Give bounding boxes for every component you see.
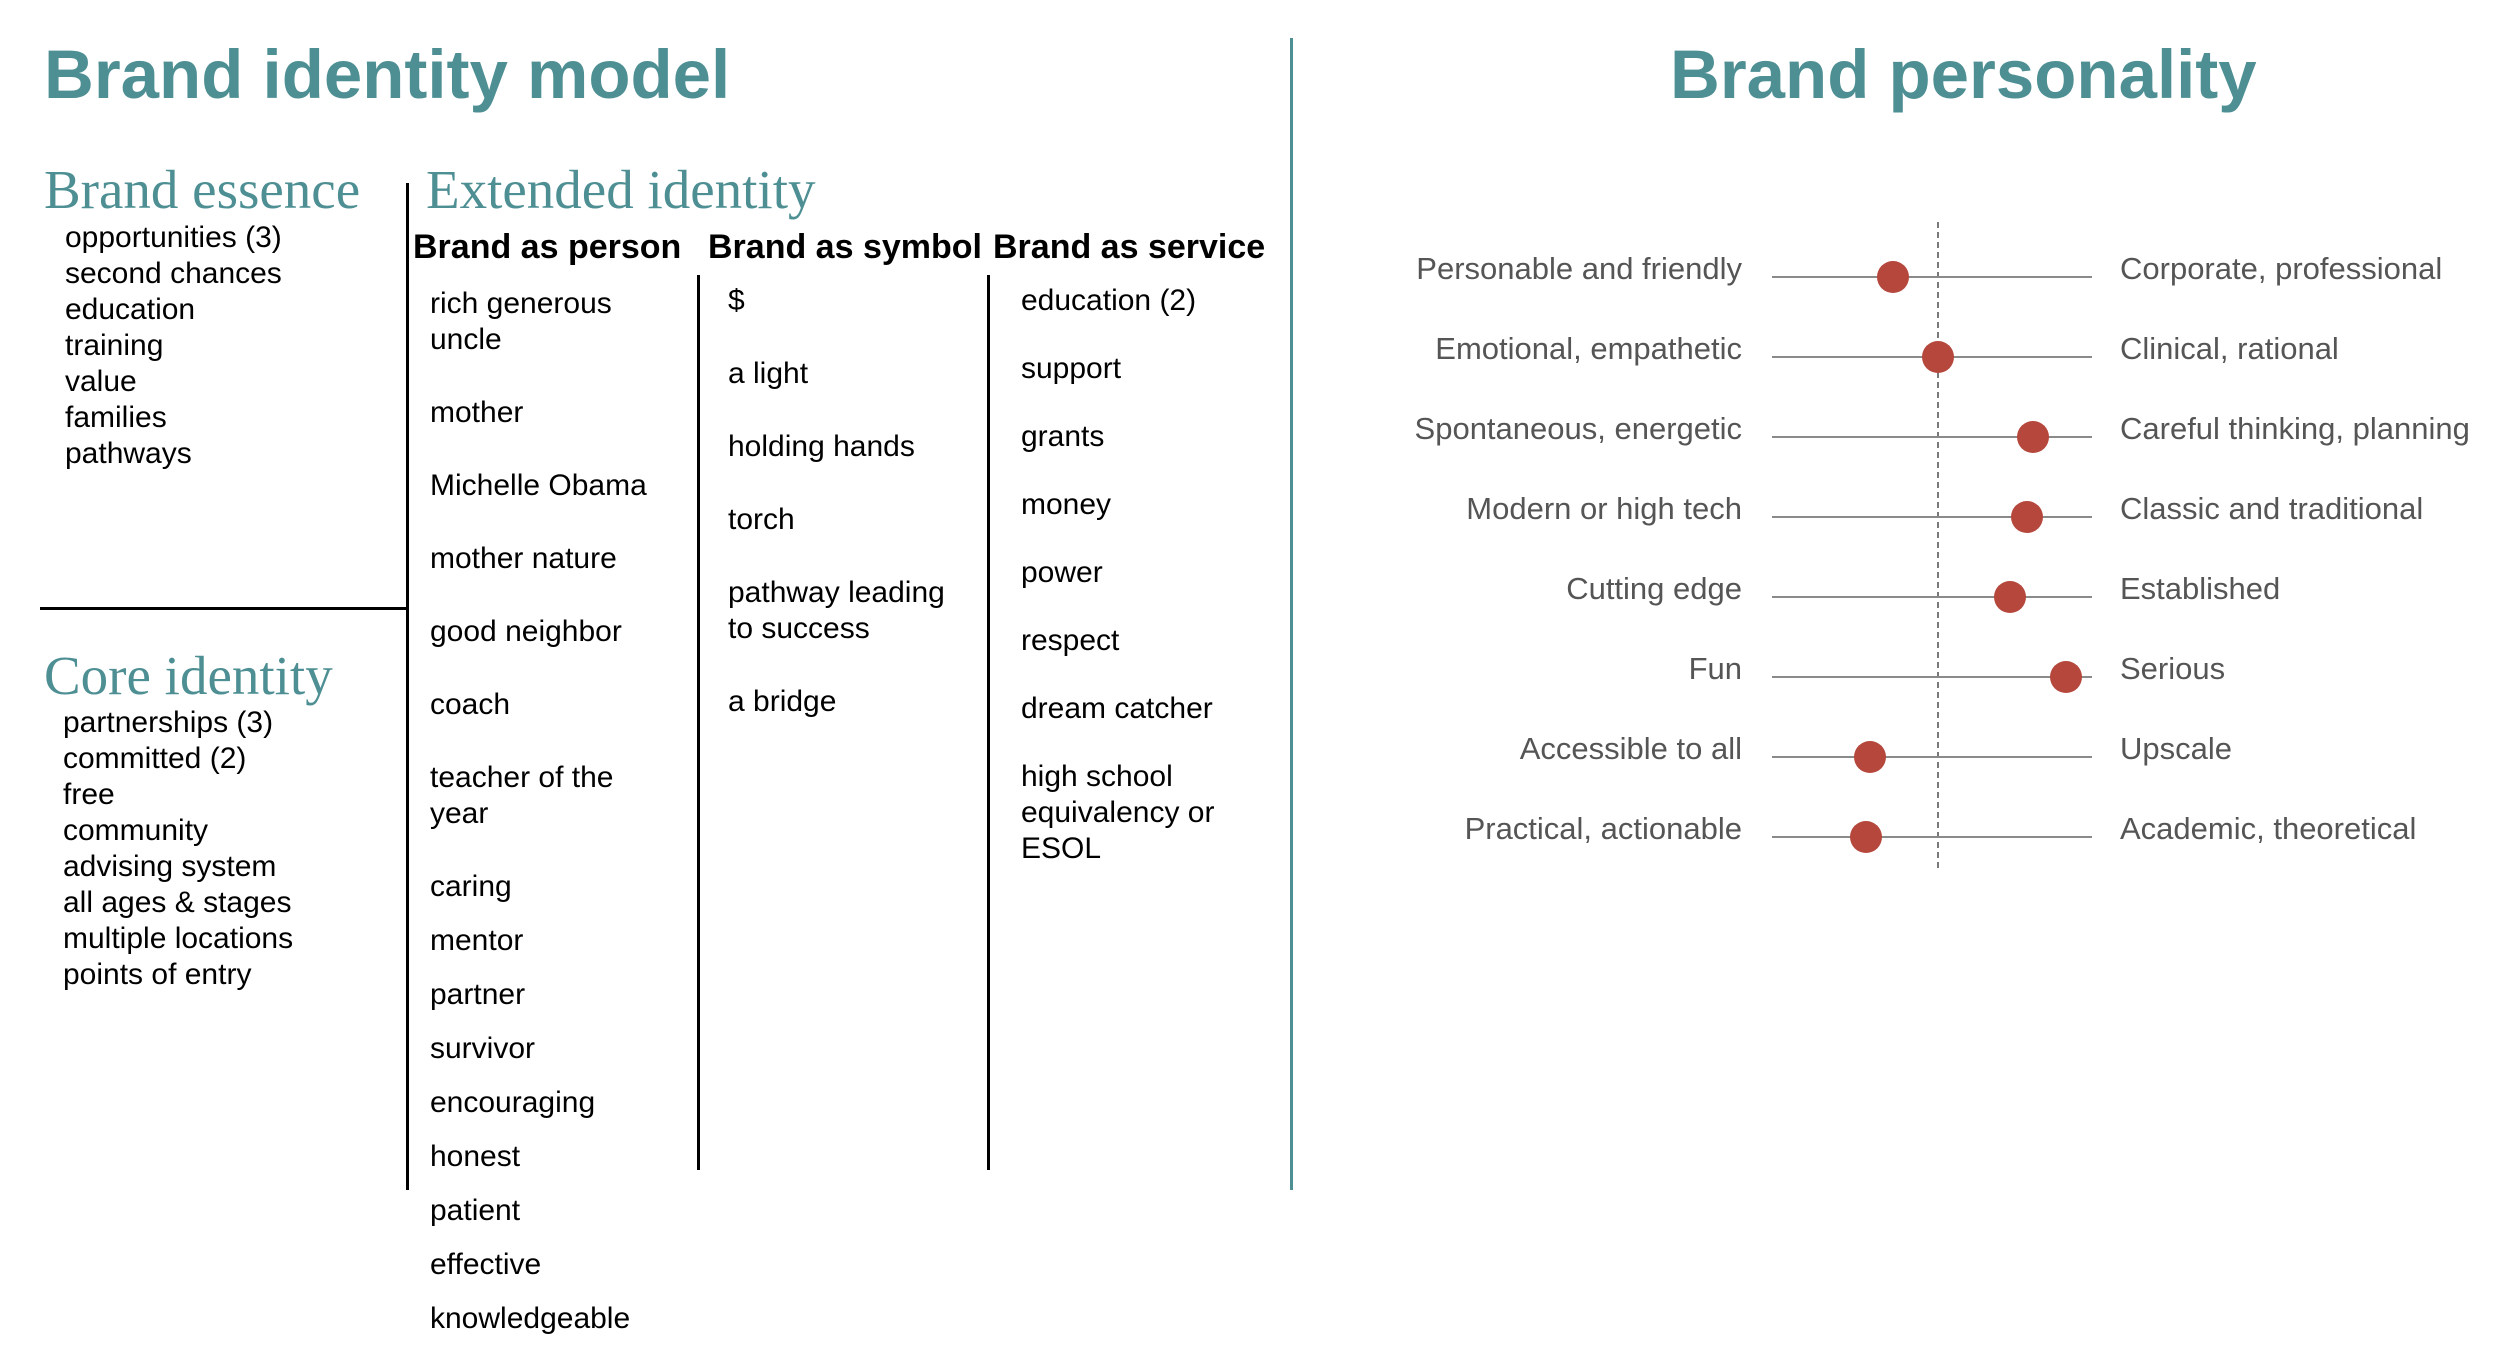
core-identity-item: partnerships (3)	[63, 706, 274, 739]
brand-as-person-item: survivor	[430, 1032, 536, 1065]
scale-right-label: Serious	[2120, 651, 2226, 686]
scale-left-label: Practical, actionable	[1464, 811, 1742, 846]
brand-as-symbol-item: $	[728, 284, 745, 317]
core-identity-heading: Core identity	[44, 645, 333, 706]
scale-track	[1772, 596, 2092, 598]
brand-as-symbol-item: torch	[728, 503, 795, 536]
brand-essence-list: opportunities (3) second chances education…	[65, 220, 282, 472]
scale-track	[1772, 276, 2092, 278]
scale-marker	[2011, 501, 2044, 533]
brand-as-service-item: education (2)	[1021, 284, 1197, 317]
brand-as-service-item: high school equivalency or ESOL	[1021, 760, 1215, 865]
brand-as-person-item: mentor	[430, 924, 524, 957]
scale-marker	[1994, 581, 2027, 613]
brand-as-person-item: knowledgeable	[430, 1302, 631, 1335]
brand-essence-item: training	[65, 329, 164, 362]
scale-track	[1772, 756, 2092, 758]
scale-right-label: Upscale	[2120, 731, 2232, 766]
essence-core-divider	[40, 607, 408, 610]
section-divider	[1290, 38, 1293, 1190]
brand-personality-title: Brand personality	[1670, 36, 2257, 113]
brand-identity-title: Brand identity model	[44, 36, 731, 113]
scale-right-label: Classic and traditional	[2120, 491, 2424, 526]
scale-center-line	[1937, 222, 1939, 868]
scale-left-label: Modern or high tech	[1466, 491, 1742, 526]
scale-right-label: Established	[2120, 571, 2281, 606]
brand-as-person-item: partner	[430, 978, 526, 1011]
brand-essence-item: families	[65, 401, 167, 434]
symbol-service-divider	[987, 275, 990, 1170]
brand-as-service-item: respect	[1021, 624, 1120, 657]
extended-identity-heading: Extended identity	[426, 159, 816, 220]
brand-as-symbol-item: holding hands	[728, 430, 915, 463]
scale-left-label: Spontaneous, energetic	[1414, 411, 1742, 446]
core-identity-list: partnerships (3) committed (2) free communi…	[63, 705, 293, 993]
core-identity-item: community	[63, 814, 209, 847]
brand-as-person-item: Michelle Obama	[430, 469, 647, 502]
brand-as-symbol-item: a bridge	[728, 685, 837, 718]
brand-as-person-item: encouraging	[430, 1086, 596, 1119]
core-identity-item: points of entry	[63, 958, 252, 991]
core-identity-item: all ages & stages	[63, 886, 292, 919]
core-identity-item: free	[63, 778, 115, 811]
brand-as-service-item: grants	[1021, 420, 1105, 453]
scale-left-label: Fun	[1688, 651, 1742, 686]
scale-marker	[1849, 821, 1882, 853]
scale-marker	[1922, 341, 1954, 373]
brand-as-symbol-list: $ a light holding hands torch pathway leadin…	[728, 283, 945, 757]
brand-essence-heading: Brand essence	[44, 159, 361, 220]
brand-as-person-heading: Brand as person	[413, 228, 682, 266]
scale-right-label: Academic, theoretical	[2120, 811, 2417, 846]
brand-as-person-item: mother	[430, 396, 524, 429]
brand-essence-item: opportunities (3)	[65, 221, 282, 254]
scale-track	[1772, 676, 2092, 678]
brand-essence-item: pathways	[65, 437, 192, 470]
scale-marker	[2017, 421, 2050, 453]
brand-as-person-item: mother nature	[430, 542, 617, 575]
brand-as-service-item: dream catcher	[1021, 692, 1213, 725]
core-identity-item: committed (2)	[63, 742, 247, 775]
brand-as-person-item: teacher of the year	[430, 761, 614, 830]
brand-as-service-item: power	[1021, 556, 1103, 589]
brand-as-service-item: support	[1021, 352, 1122, 385]
brand-as-person-item: effective	[430, 1248, 542, 1281]
core-identity-item: advising system	[63, 850, 277, 883]
brand-as-person-item: rich generous uncle	[430, 287, 612, 356]
brand-as-person-item: good neighbor	[430, 615, 622, 648]
brand-as-service-heading: Brand as service	[993, 228, 1266, 266]
brand-as-person-item: honest	[430, 1140, 521, 1173]
scale-left-label: Accessible to all	[1519, 731, 1742, 766]
scale-right-label: Clinical, rational	[2120, 331, 2339, 366]
person-symbol-divider	[697, 275, 700, 1170]
brand-essence-item: value	[65, 365, 137, 398]
scale-track	[1772, 836, 2092, 838]
scale-track	[1772, 436, 2092, 438]
brand-as-symbol-item: a light	[728, 357, 809, 390]
core-identity-item: multiple locations	[63, 922, 294, 955]
brand-as-person-item: caring	[430, 870, 512, 903]
scale-left-label: Personable and friendly	[1416, 251, 1742, 286]
scale-right-label: Corporate, professional	[2120, 251, 2443, 286]
brand-as-symbol-item: pathway leading to success	[728, 576, 945, 645]
brand-as-symbol-heading: Brand as symbol	[708, 228, 982, 266]
essence-extended-divider	[406, 183, 409, 1190]
brand-as-person-list: rich generous uncle mother Michelle Obama mo…	[430, 286, 647, 1355]
scale-left-label: Emotional, empathetic	[1435, 331, 1742, 366]
scale-left-label: Cutting edge	[1566, 571, 1742, 606]
brand-as-person-item: patient	[430, 1194, 521, 1227]
scale-marker	[1877, 261, 1910, 293]
brand-essence-item: second chances	[65, 257, 282, 290]
brand-as-person-item: coach	[430, 688, 511, 721]
brand-essence-item: education	[65, 293, 196, 326]
scale-right-label: Careful thinking, planning	[2120, 411, 2470, 446]
brand-as-service-list: education (2) support grants money power resp…	[1021, 283, 1214, 899]
scale-marker	[1854, 741, 1887, 773]
scale-track	[1772, 516, 2092, 518]
scale-marker	[2049, 661, 2082, 693]
brand-as-service-item: money	[1021, 488, 1112, 521]
